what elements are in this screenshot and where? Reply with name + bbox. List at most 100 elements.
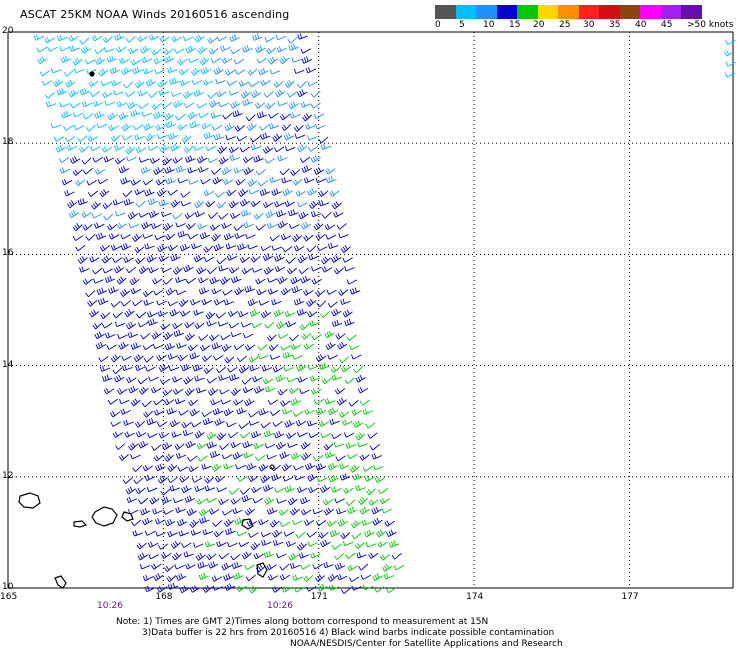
wind-barb	[211, 167, 222, 175]
longitude-label: 174	[466, 592, 484, 602]
wind-barb	[96, 287, 108, 295]
wind-barb	[221, 222, 232, 229]
wind-barb	[340, 244, 351, 253]
wind-barb	[252, 375, 263, 383]
wind-barb	[112, 311, 123, 319]
wind-barb	[346, 334, 357, 341]
wind-barb	[183, 264, 194, 273]
wind-barb	[296, 81, 307, 89]
color-swatch	[476, 5, 497, 19]
wind-barb	[120, 288, 131, 297]
color-scale-tick: 35	[609, 20, 621, 30]
wind-barb	[97, 297, 109, 306]
wind-barb	[78, 146, 89, 153]
wind-barb	[194, 375, 205, 382]
wind-barb	[273, 81, 284, 88]
wind-barb	[252, 497, 264, 504]
wind-barb	[248, 356, 259, 363]
wind-barb	[242, 98, 253, 107]
wind-barb	[128, 442, 139, 451]
wind-barb	[313, 398, 325, 405]
wind-barb	[126, 321, 137, 330]
wind-barb	[134, 188, 145, 196]
wind-barb	[231, 561, 243, 570]
wind-barb	[272, 529, 283, 538]
wind-barb	[301, 56, 313, 64]
wind-barb	[270, 409, 281, 416]
wind-barb	[356, 552, 367, 559]
wind-barb	[212, 176, 223, 185]
wind-barb	[264, 443, 276, 449]
wind-barb	[279, 521, 291, 527]
wind-barb	[128, 222, 139, 229]
wind-barb	[240, 487, 251, 495]
wind-barb	[50, 67, 62, 74]
wind-barb	[185, 277, 196, 284]
wind-barb	[317, 583, 328, 592]
wind-barb	[155, 179, 166, 186]
wind-barb	[57, 34, 68, 42]
wind-barb	[196, 442, 208, 450]
wind-barb	[89, 256, 100, 263]
wind-barb	[207, 157, 218, 164]
wind-barb	[120, 67, 132, 75]
wind-barb	[75, 244, 86, 252]
wind-barb	[125, 156, 137, 162]
wind-barb	[177, 354, 188, 362]
wind-barb	[327, 242, 339, 250]
wind-barb	[333, 211, 344, 218]
wind-barb	[199, 57, 210, 66]
wind-barb	[260, 475, 271, 484]
wind-barb	[173, 497, 184, 504]
wind-barb	[142, 574, 154, 582]
wind-barb	[37, 56, 48, 65]
wind-barb	[86, 180, 97, 186]
wind-barb	[290, 343, 302, 350]
wind-barb	[242, 45, 253, 53]
wind-barb	[362, 465, 373, 472]
wind-barb	[290, 276, 301, 285]
wind-barb	[79, 37, 90, 45]
wind-barb	[233, 224, 244, 231]
wind-barb	[206, 377, 217, 384]
wind-barb	[167, 353, 179, 360]
wind-barb	[134, 246, 145, 254]
wind-barb	[233, 58, 245, 65]
wind-barb	[292, 354, 303, 360]
wind-barb	[333, 553, 344, 561]
wind-barb	[234, 125, 245, 132]
wind-barb	[120, 177, 131, 185]
wind-barb	[272, 586, 283, 593]
wind-barb	[122, 364, 133, 372]
wind-barb	[213, 243, 224, 252]
wind-barb	[184, 495, 196, 503]
wind-barb	[276, 553, 287, 559]
wind-barb	[282, 351, 293, 359]
wind-barb	[189, 408, 200, 417]
wind-barb	[126, 496, 137, 504]
wind-barb	[315, 407, 327, 416]
wind-barb	[336, 223, 347, 230]
wind-barb	[230, 48, 241, 55]
wind-barb	[77, 198, 88, 206]
wind-barb	[202, 528, 213, 536]
wind-barb	[327, 407, 339, 416]
wind-barb	[347, 506, 358, 515]
wind-barb	[142, 517, 153, 526]
wind-barb	[335, 333, 346, 340]
wind-barb	[120, 408, 131, 415]
wind-barb	[214, 418, 225, 426]
wind-barb	[225, 243, 237, 250]
wind-barb	[143, 355, 154, 363]
wind-barb	[313, 455, 324, 462]
wind-barb	[321, 377, 332, 385]
wind-barb	[263, 91, 274, 98]
wind-barb	[213, 354, 224, 361]
wind-barb	[161, 211, 172, 217]
wind-barb	[386, 529, 397, 537]
color-swatch	[558, 5, 579, 19]
wind-barb	[63, 69, 74, 77]
wind-barb	[177, 58, 188, 66]
wind-barb	[199, 516, 210, 524]
wind-barb	[103, 387, 115, 395]
